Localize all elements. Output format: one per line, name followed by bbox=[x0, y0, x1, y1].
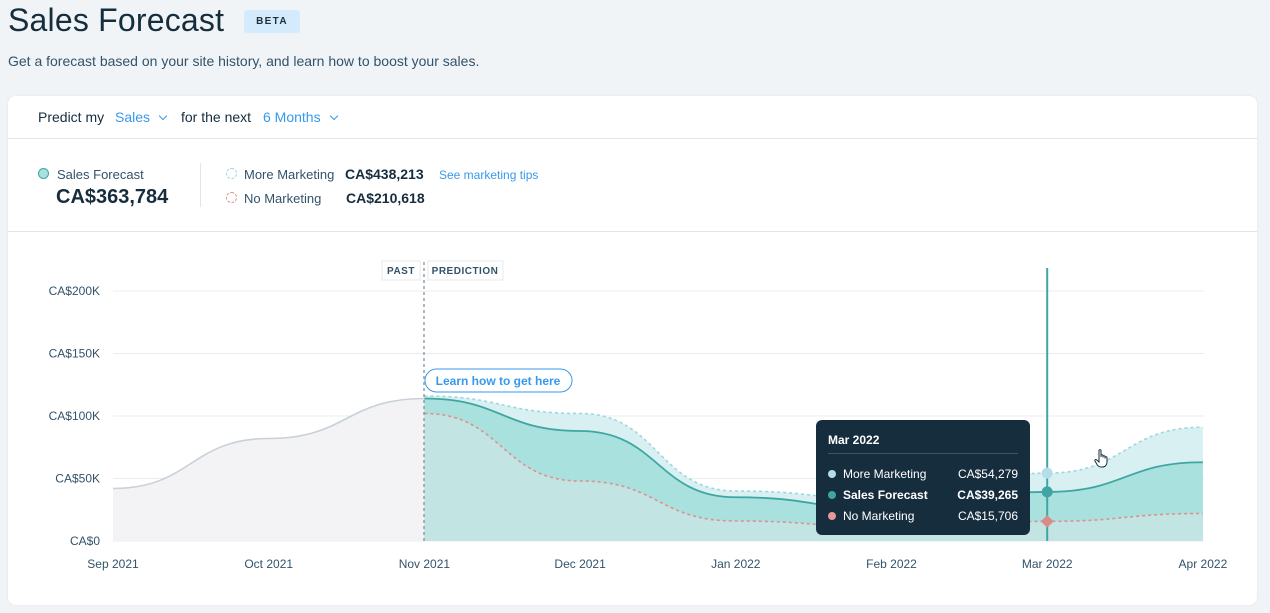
tooltip-row-value: CA$54,279 bbox=[957, 467, 1018, 481]
learn-how-button-label: Learn how to get here bbox=[436, 374, 561, 388]
y-tick-label: CA$150K bbox=[49, 347, 100, 361]
tooltip-row-label: No Marketing bbox=[843, 509, 915, 523]
sales-forecast-dot bbox=[828, 491, 836, 499]
x-tick-label: Oct 2021 bbox=[244, 557, 293, 571]
more-marketing-line bbox=[424, 395, 1203, 501]
chart-areas bbox=[113, 396, 1203, 541]
forecast-legend-dot bbox=[38, 168, 49, 179]
x-tick-label: Apr 2022 bbox=[1179, 557, 1228, 571]
x-tick-label: Sep 2021 bbox=[87, 557, 139, 571]
tooltip-row-forecast: Sales Forecast CA$39,265 bbox=[828, 487, 1018, 505]
y-axis: CA$0 CA$50K CA$100K CA$150K CA$200K bbox=[49, 284, 101, 548]
no-marketing-legend-dot bbox=[226, 192, 237, 203]
more-marketing-legend-dot bbox=[226, 168, 237, 179]
period-dropdown[interactable]: 6 Months bbox=[263, 109, 338, 125]
tooltip-row-value: CA$39,265 bbox=[957, 488, 1018, 502]
page-title: Sales Forecast bbox=[8, 2, 225, 38]
tooltip-row-label: Sales Forecast bbox=[843, 488, 928, 502]
tooltip-title: Mar 2022 bbox=[828, 433, 880, 447]
more-marketing-label: More Marketing bbox=[244, 167, 335, 182]
no-marketing-line bbox=[424, 412, 1203, 529]
prediction-marker-label: PREDICTION bbox=[432, 266, 499, 277]
tooltip-row-more: More Marketing CA$54,279 bbox=[828, 466, 1018, 484]
x-tick-label: Mar 2022 bbox=[1022, 557, 1073, 571]
predict-bar: Predict my Sales for the next 6 Months bbox=[8, 96, 1257, 139]
y-tick-label: CA$100K bbox=[49, 409, 100, 423]
period-dropdown-label: 6 Months bbox=[263, 109, 321, 125]
past-sales-line bbox=[112, 397, 425, 490]
tooltip-row-no: No Marketing CA$15,706 bbox=[828, 508, 1018, 526]
y-tick-label: CA$50K bbox=[55, 472, 100, 486]
tooltip-divider bbox=[828, 453, 1018, 454]
forecast-total: CA$363,784 bbox=[56, 186, 169, 208]
x-tick-label: Dec 2021 bbox=[554, 557, 606, 571]
predict-prefix: Predict my bbox=[38, 109, 105, 125]
no-marketing-value: CA$210,618 bbox=[346, 190, 425, 206]
hand-cursor-icon bbox=[1094, 449, 1108, 468]
y-tick-label: CA$0 bbox=[70, 534, 100, 548]
no-marketing-dot bbox=[828, 512, 836, 520]
sales-forecast-line bbox=[424, 397, 1203, 511]
more-marketing-point bbox=[1041, 467, 1053, 479]
summary-divider bbox=[200, 163, 201, 207]
more-marketing-dot bbox=[828, 470, 836, 478]
y-tick-label: CA$200K bbox=[49, 284, 100, 298]
tooltip-row-label: More Marketing bbox=[843, 467, 927, 481]
see-marketing-tips-link[interactable]: See marketing tips bbox=[439, 168, 539, 182]
tooltip-row-value: CA$15,706 bbox=[957, 509, 1018, 523]
past-marker-label: PAST bbox=[387, 266, 415, 277]
past-area bbox=[113, 398, 425, 541]
x-tick-label: Feb 2022 bbox=[866, 557, 917, 571]
chart-lines bbox=[112, 395, 1203, 529]
no-marketing-label: No Marketing bbox=[244, 191, 322, 206]
chart-tooltip: Mar 2022 More Marketing CA$54,279 Sales … bbox=[816, 420, 1030, 535]
page-subtitle: Get a forecast based on your site histor… bbox=[8, 53, 480, 69]
x-tick-label: Nov 2021 bbox=[399, 557, 451, 571]
predict-middle: for the next bbox=[181, 109, 252, 125]
past-marker bbox=[381, 260, 421, 281]
beta-badge: BETA bbox=[244, 10, 300, 33]
sales-forecast-point bbox=[1041, 486, 1053, 498]
forecast-label: Sales Forecast bbox=[57, 167, 144, 182]
metric-dropdown-label: Sales bbox=[115, 109, 151, 125]
prediction-marker bbox=[427, 260, 504, 281]
more-marketing-value: CA$438,213 bbox=[345, 166, 424, 182]
x-axis: Sep 2021 Oct 2021 Nov 2021 Dec 2021 Jan 2022… bbox=[87, 557, 1227, 571]
metric-dropdown[interactable]: Sales bbox=[115, 109, 168, 125]
no-marketing-area bbox=[424, 413, 1203, 541]
forecast-summary: Sales Forecast CA$363,784 More Marketing… bbox=[8, 139, 1257, 232]
learn-how-button[interactable]: Learn how to get here bbox=[424, 368, 573, 393]
x-tick-label: Jan 2022 bbox=[711, 557, 761, 571]
